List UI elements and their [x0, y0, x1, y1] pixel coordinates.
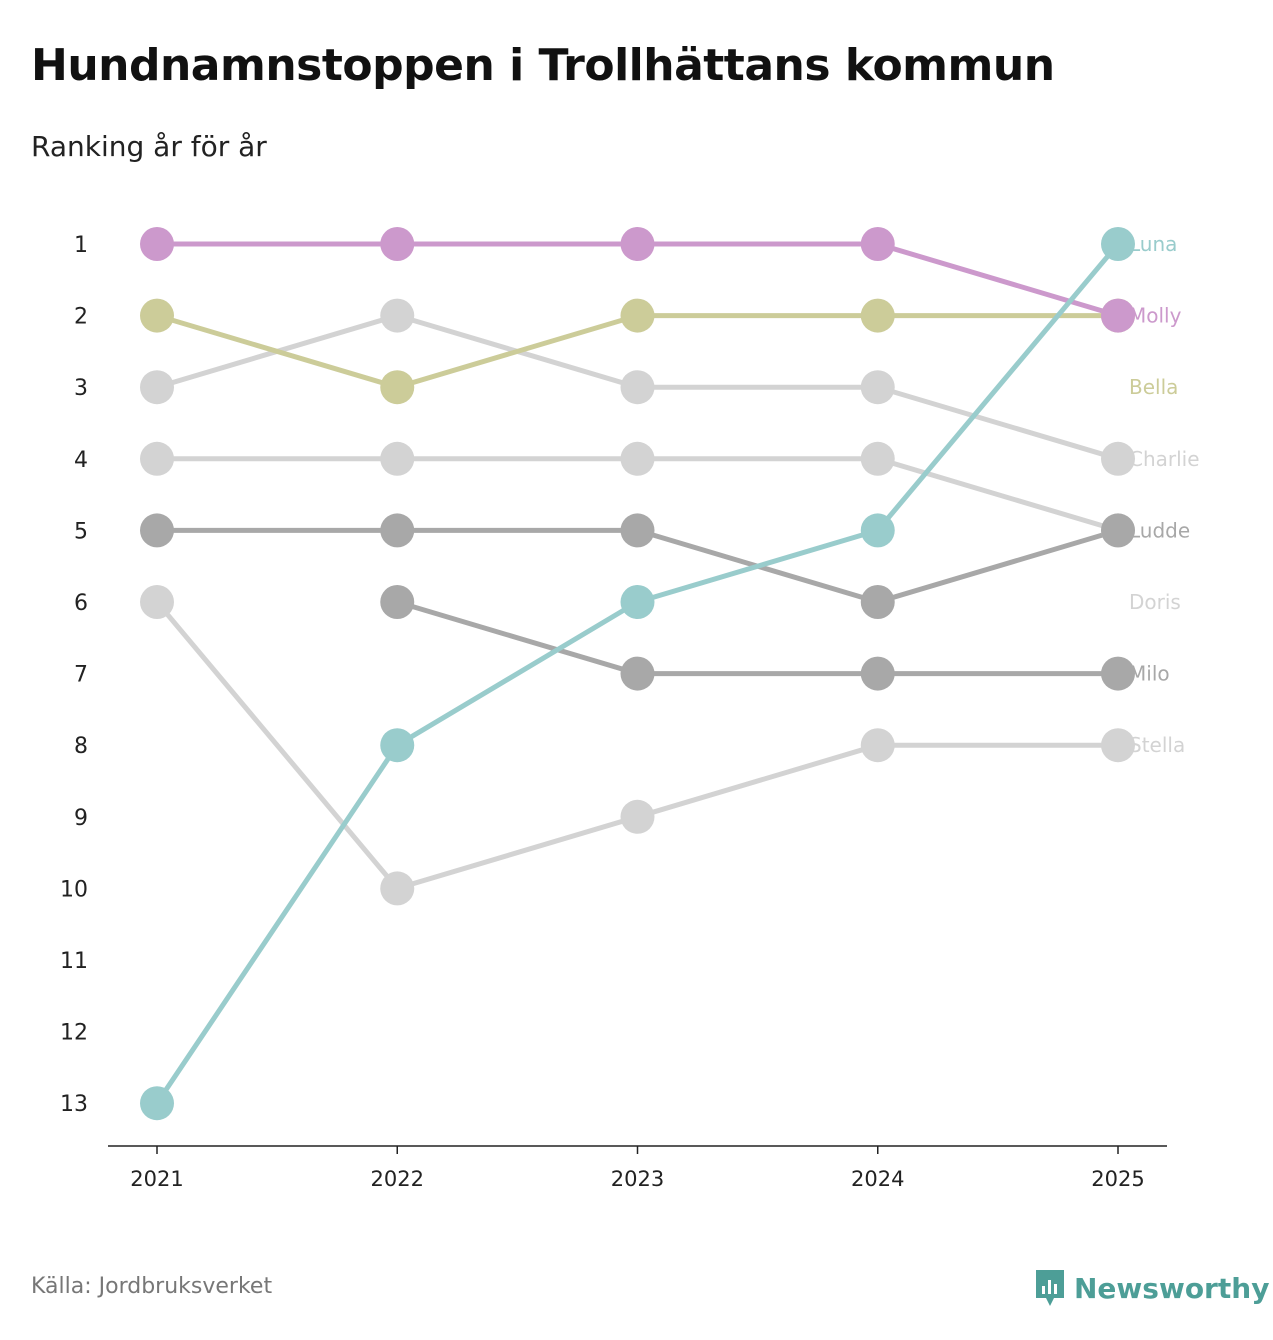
end-labels: Luna Molly Bella Charlie Ludde Doris Milo Stell…: [1129, 232, 1200, 757]
data-point-molly: [620, 227, 655, 261]
data-point-molly: [380, 227, 415, 261]
data-point-doris: [140, 585, 174, 619]
data-point-milo: [380, 513, 415, 548]
y-tick-label: 2: [74, 305, 88, 330]
x-tick-label: 2021: [130, 1167, 183, 1191]
end-label-luna: Luna: [1129, 232, 1177, 256]
data-point-bella: [620, 298, 655, 333]
data-point-charlie: [1101, 441, 1135, 476]
data-point-ludde: [140, 441, 174, 476]
end-label-milo: Milo: [1129, 662, 1170, 686]
y-tick-label: 10: [60, 877, 88, 902]
data-point-ludde: [860, 441, 895, 476]
end-label-bella: Bella: [1129, 375, 1178, 399]
end-label-ludde: Ludde: [1129, 518, 1190, 542]
data-point-stella: [860, 656, 895, 691]
data-point-luna: [1101, 227, 1135, 261]
data-point-stella: [380, 585, 415, 619]
y-tick-label: 12: [60, 1021, 88, 1046]
data-point-charlie: [140, 370, 174, 405]
series-line-doris: [155, 600, 1118, 891]
data-point-charlie: [380, 298, 415, 333]
x-tick-label: 2024: [851, 1167, 904, 1191]
y-tick-label: 3: [74, 376, 88, 401]
data-point-luna: [860, 513, 895, 548]
brand-name: Newsworthy: [1074, 1271, 1270, 1305]
chart-title: Hundnamnstoppen i Trollhättans kommun: [31, 40, 1055, 91]
x-tick-label: 2025: [1091, 1167, 1144, 1191]
data-point-bella: [860, 298, 895, 333]
brand-logo[interactable]: Newsworthy: [1034, 1268, 1269, 1308]
data-point-doris: [1101, 728, 1135, 763]
y-tick-label: 8: [74, 734, 88, 759]
end-label-molly: Molly: [1129, 304, 1182, 328]
x-axis: 2021 2022 2023 2024 2025: [108, 1145, 1167, 1191]
data-point-ludde: [380, 441, 415, 476]
data-point-doris: [860, 728, 895, 763]
data-point-ludde: [620, 441, 655, 476]
data-point-molly: [140, 227, 174, 261]
end-label-charlie: Charlie: [1129, 447, 1200, 471]
series-line-stella: [396, 599, 1118, 677]
data-point-bella: [380, 370, 415, 405]
y-tick-label: 1: [74, 233, 88, 258]
y-tick-label: 5: [74, 519, 88, 544]
y-tick-label: 13: [60, 1092, 88, 1117]
data-point-charlie: [620, 370, 655, 405]
series-points: [140, 227, 1135, 1121]
data-point-milo: [860, 585, 895, 619]
data-point-stella: [1101, 656, 1135, 691]
data-point-luna: [140, 1086, 174, 1121]
data-point-milo: [140, 513, 174, 548]
data-point-doris: [380, 871, 415, 906]
chart-subtitle: Ranking år för år: [31, 130, 267, 163]
data-point-stella: [620, 656, 655, 691]
data-point-milo: [1101, 513, 1135, 548]
end-label-doris: Doris: [1129, 590, 1181, 614]
data-point-luna: [380, 728, 415, 763]
y-tick-label: 7: [74, 663, 88, 688]
data-point-luna: [620, 585, 655, 619]
data-point-doris: [620, 799, 655, 834]
source-note: Källa: Jordbruksverket: [31, 1274, 273, 1299]
y-tick-label: 4: [74, 448, 88, 473]
y-tick-label: 11: [60, 949, 88, 974]
data-point-charlie: [860, 370, 895, 405]
data-point-molly: [860, 227, 895, 261]
end-label-stella: Stella: [1129, 733, 1185, 757]
data-point-bella: [140, 298, 174, 333]
x-tick-label: 2022: [371, 1167, 424, 1191]
newsworthy-logo-icon: [1036, 1270, 1064, 1306]
y-tick-label: 6: [74, 591, 88, 616]
data-point-milo: [620, 513, 655, 548]
y-tick-label: 9: [74, 806, 88, 831]
x-tick-label: 2023: [611, 1167, 664, 1191]
data-point-molly: [1101, 298, 1135, 333]
